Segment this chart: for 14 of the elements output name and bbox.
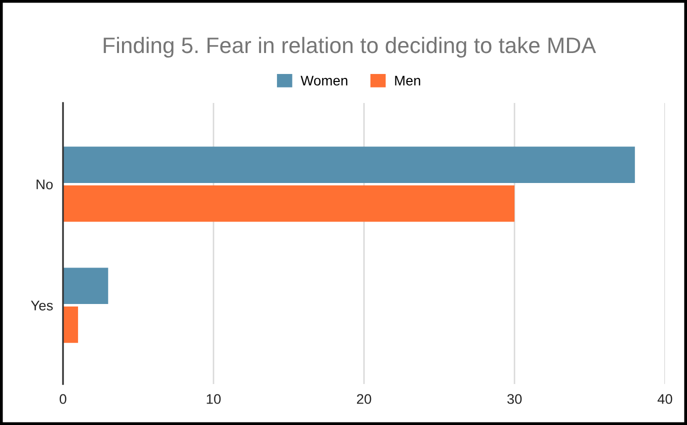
x-tick-label: 40 xyxy=(658,394,672,404)
x-tick-label: 0 xyxy=(60,394,66,404)
x-tick-label: 30 xyxy=(507,394,522,404)
x-tick-label: 10 xyxy=(206,394,221,404)
x-tick-label: 20 xyxy=(356,394,372,404)
chart-title: Finding 5. Fear in relation to deciding to take MDA xyxy=(104,36,596,58)
bar xyxy=(63,185,514,222)
bar xyxy=(63,146,635,183)
legend-label: Women xyxy=(300,76,348,86)
y-tick-label: No xyxy=(36,180,53,190)
bar xyxy=(63,306,78,343)
bar xyxy=(63,268,108,304)
legend-label: Men xyxy=(395,76,420,86)
y-tick-label: Yes xyxy=(30,300,53,310)
